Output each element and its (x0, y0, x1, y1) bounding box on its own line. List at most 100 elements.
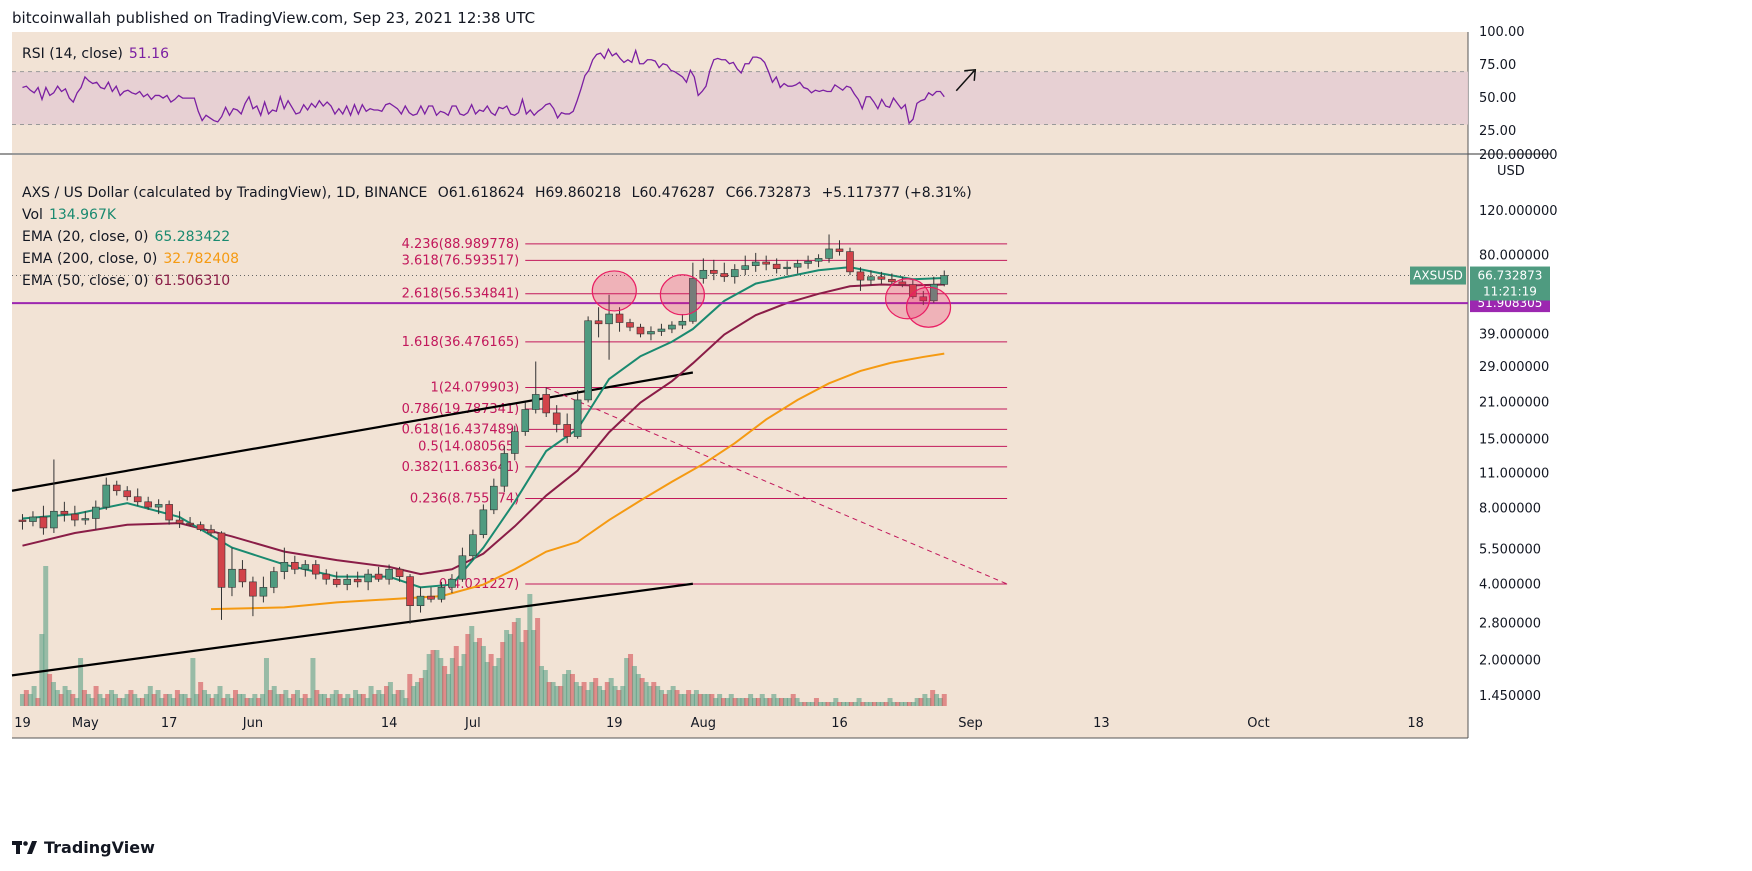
volume-bar (325, 698, 331, 706)
volume-bar (635, 674, 641, 706)
price-axis-label: 8.000000 (1479, 501, 1541, 516)
volume-bar (167, 694, 173, 706)
candle-body (531, 394, 540, 410)
volume-bar (686, 690, 692, 706)
volume-bar (310, 658, 316, 706)
volume-bar (368, 686, 374, 706)
candle-body (469, 534, 477, 557)
fib-level-label: 1.618(36.476165) (402, 335, 520, 350)
tradingview-footer[interactable]: TradingView (12, 838, 155, 857)
volume-bar (372, 694, 378, 706)
volume-bar (143, 694, 149, 706)
volume-bar (411, 686, 417, 706)
ema200-value: 32.782408 (163, 251, 240, 267)
volume-bar (759, 694, 765, 706)
volume-bar (538, 666, 544, 706)
candle-body (353, 578, 362, 583)
volume-bar (333, 690, 339, 706)
volume-bar (748, 694, 754, 706)
volume-bar (225, 694, 231, 706)
volume-bar (163, 694, 169, 706)
candle-body (427, 595, 435, 600)
volume-bar (910, 702, 916, 706)
volume-bar (736, 698, 742, 706)
volume-bar (151, 694, 157, 706)
rsi-band (12, 71, 1468, 125)
volume-bar (546, 682, 552, 706)
volume-bar (469, 626, 475, 706)
candle-body (18, 519, 27, 522)
fib-level-label: 2.618(56.534841) (402, 287, 520, 302)
volume-bar (430, 650, 436, 706)
volume-bar (550, 682, 556, 706)
candle-body (689, 278, 697, 322)
candle-body (144, 501, 152, 508)
candle-body (60, 510, 69, 515)
candle-body (888, 278, 896, 283)
volume-bar (786, 698, 792, 706)
candle-body (510, 431, 519, 454)
volume-bar (682, 694, 688, 706)
volume-bar (604, 682, 610, 706)
candle-body (657, 328, 666, 332)
rsi-axis-label: 50.00 (1479, 91, 1516, 106)
time-axis-label: 13 (1093, 716, 1110, 731)
volume-bar (631, 666, 637, 706)
candle-body (102, 484, 111, 508)
candle-body (322, 573, 331, 580)
publisher-header: bitcoinwallah published on TradingView.c… (12, 9, 536, 27)
volume-bar (376, 690, 382, 706)
time-axis-label: Sep (958, 716, 983, 731)
fib-level-label: 0.5(14.080565) (418, 439, 519, 454)
volume-bar (221, 698, 227, 706)
volume-bar (600, 690, 606, 706)
candle-body (50, 510, 58, 529)
volume-bar (751, 698, 757, 706)
candle-body (929, 284, 938, 302)
highlight-circle (659, 274, 705, 316)
volume-bar (697, 694, 703, 706)
volume-bar (659, 690, 665, 706)
volume-bar (415, 682, 421, 706)
candle-body (259, 587, 268, 597)
candle-body (783, 266, 791, 270)
volume-bar (705, 694, 711, 706)
volume-bar (461, 654, 467, 706)
volume-bar (554, 686, 560, 706)
volume-bar (194, 694, 200, 706)
volume-bar (140, 698, 146, 706)
volume-bar (806, 702, 812, 706)
volume-bar (794, 698, 800, 706)
candle-body (374, 573, 383, 580)
volume-bar (899, 702, 905, 706)
volume-bar (356, 694, 362, 706)
candle-body (490, 485, 498, 511)
trendline-lower-channel (11, 582, 694, 677)
volume-bar (790, 694, 796, 706)
volume-bar (58, 694, 64, 706)
volume-bar (531, 630, 537, 706)
volume-bar (488, 654, 494, 706)
volume-bar (465, 634, 471, 706)
volume-bar (209, 698, 215, 706)
candle-body (867, 276, 875, 281)
volume-bar (112, 694, 118, 706)
volume-bar (279, 694, 285, 706)
current-price-timer: 11:21:19 (1483, 285, 1537, 299)
candle-body (584, 320, 592, 401)
candle-body (81, 518, 90, 521)
volume-bar (387, 682, 393, 706)
volume-bar (232, 690, 238, 706)
volume-bar (507, 634, 513, 706)
candle-body (71, 513, 79, 521)
rsi-axis-label: 25.00 (1479, 124, 1516, 139)
time-axis-label: Aug (691, 716, 716, 731)
chart-canvas[interactable]: 100.00 75.00 50.00 25.00 200.000000 120.00000… (0, 0, 1752, 830)
ema200-row: EMA (200, close, 0) 32.782408 (22, 248, 978, 270)
candle-body (406, 576, 414, 607)
volume-bar (97, 694, 103, 706)
volume-bar (875, 702, 881, 706)
volume-bar (244, 698, 250, 706)
volume-bar (178, 694, 184, 706)
candle-body (249, 581, 257, 597)
